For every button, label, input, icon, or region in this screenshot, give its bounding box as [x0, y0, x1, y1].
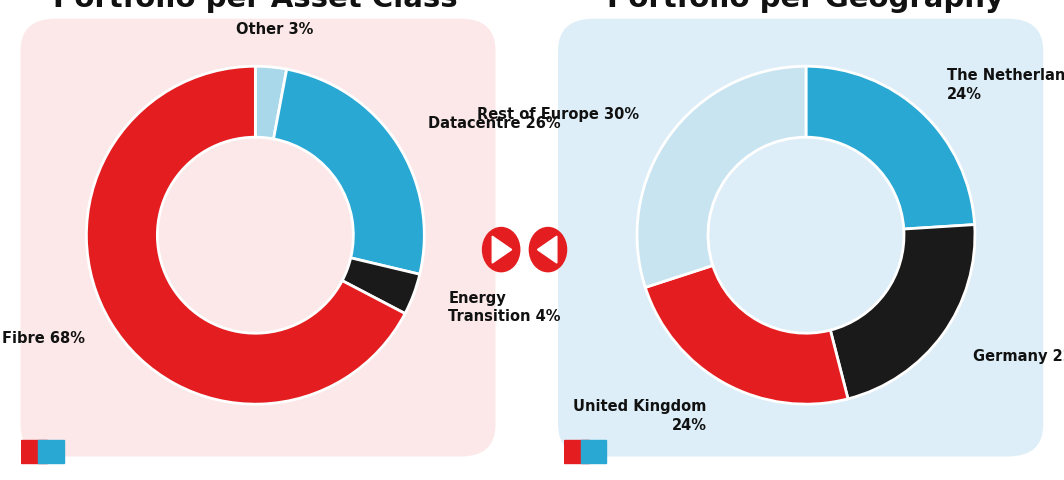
Circle shape: [483, 228, 519, 272]
Bar: [21, 440, 47, 463]
Text: The Netherlands
24%: The Netherlands 24%: [947, 68, 1064, 102]
Bar: [581, 440, 606, 463]
Wedge shape: [86, 66, 405, 404]
FancyBboxPatch shape: [20, 19, 496, 456]
Wedge shape: [343, 258, 419, 313]
Text: United Kingdom
24%: United Kingdom 24%: [573, 399, 706, 432]
Text: Germany 22%: Germany 22%: [972, 349, 1064, 364]
Bar: [38, 440, 64, 463]
Wedge shape: [273, 69, 425, 274]
Wedge shape: [255, 66, 286, 139]
Text: Energy
Transition 4%: Energy Transition 4%: [448, 290, 561, 324]
Text: Fibre 68%: Fibre 68%: [2, 331, 85, 346]
FancyBboxPatch shape: [558, 19, 1043, 456]
Polygon shape: [493, 236, 512, 263]
Title: Portfolio per Geography: Portfolio per Geography: [608, 0, 1004, 13]
Text: Datacentre 26%: Datacentre 26%: [429, 116, 561, 131]
Wedge shape: [645, 265, 848, 404]
Text: Other 3%: Other 3%: [236, 23, 313, 37]
Wedge shape: [830, 225, 975, 399]
Title: Portfolio per Asset Class: Portfolio per Asset Class: [53, 0, 458, 13]
Polygon shape: [537, 236, 556, 263]
Text: Rest of Europe 30%: Rest of Europe 30%: [477, 107, 639, 121]
Wedge shape: [637, 66, 807, 288]
Circle shape: [530, 228, 566, 272]
Bar: [564, 440, 589, 463]
Wedge shape: [805, 66, 975, 229]
